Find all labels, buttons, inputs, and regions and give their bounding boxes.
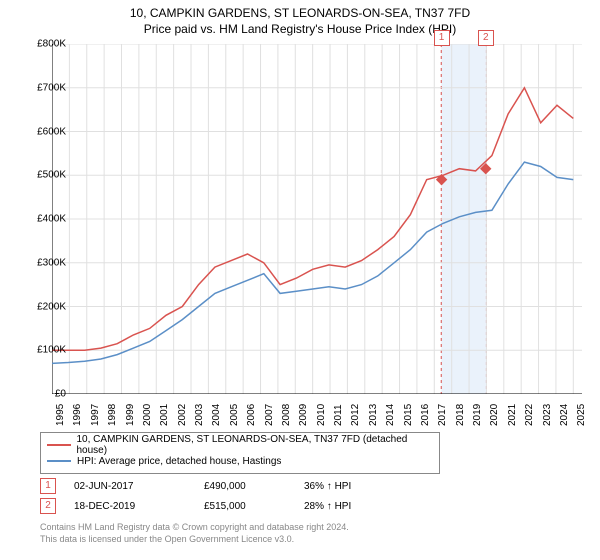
footer-line1: Contains HM Land Registry data © Crown c… bbox=[40, 522, 349, 534]
transaction-date: 18-DEC-2019 bbox=[74, 501, 204, 512]
table-row: 1 02-JUN-2017 £490,000 36% ↑ HPI bbox=[40, 476, 404, 496]
transactions-table: 1 02-JUN-2017 £490,000 36% ↑ HPI 2 18-DE… bbox=[40, 476, 404, 516]
y-tick-label: £200K bbox=[37, 301, 66, 312]
y-tick-label: £800K bbox=[37, 39, 66, 50]
x-tick-label: 2001 bbox=[159, 404, 170, 426]
y-tick-label: £300K bbox=[37, 257, 66, 268]
legend: 10, CAMPKIN GARDENS, ST LEONARDS-ON-SEA,… bbox=[40, 432, 440, 474]
x-tick-label: 2004 bbox=[211, 404, 222, 426]
x-tick-label: 2006 bbox=[246, 404, 257, 426]
y-tick-label: £0 bbox=[55, 389, 66, 400]
x-tick-label: 1997 bbox=[90, 404, 101, 426]
chart-plot-area bbox=[52, 44, 582, 394]
chart-title-address: 10, CAMPKIN GARDENS, ST LEONARDS-ON-SEA,… bbox=[0, 6, 600, 20]
x-tick-label: 2011 bbox=[333, 404, 344, 426]
sale-marker-box: 2 bbox=[478, 30, 494, 46]
transaction-marker-2: 2 bbox=[40, 498, 56, 514]
legend-row-property: 10, CAMPKIN GARDENS, ST LEONARDS-ON-SEA,… bbox=[47, 437, 433, 453]
x-tick-label: 2016 bbox=[420, 404, 431, 426]
transaction-marker-1: 1 bbox=[40, 478, 56, 494]
legend-label-hpi: HPI: Average price, detached house, Hast… bbox=[77, 456, 281, 467]
sale-marker-box: 1 bbox=[434, 30, 450, 46]
x-tick-label: 2002 bbox=[177, 404, 188, 426]
x-tick-label: 2010 bbox=[316, 404, 327, 426]
title-block: 10, CAMPKIN GARDENS, ST LEONARDS-ON-SEA,… bbox=[0, 0, 600, 36]
x-tick-label: 2005 bbox=[229, 404, 240, 426]
x-tick-label: 2013 bbox=[368, 404, 379, 426]
x-tick-label: 2000 bbox=[142, 404, 153, 426]
x-tick-label: 2003 bbox=[194, 404, 205, 426]
x-tick-label: 2012 bbox=[350, 404, 361, 426]
x-tick-label: 2017 bbox=[437, 404, 448, 426]
y-tick-label: £100K bbox=[37, 345, 66, 356]
x-tick-label: 1995 bbox=[55, 404, 66, 426]
x-tick-label: 2025 bbox=[576, 404, 587, 426]
x-tick-label: 2014 bbox=[385, 404, 396, 426]
x-tick-label: 2021 bbox=[507, 404, 518, 426]
x-tick-label: 1999 bbox=[125, 404, 136, 426]
legend-label-property: 10, CAMPKIN GARDENS, ST LEONARDS-ON-SEA,… bbox=[77, 434, 434, 456]
transaction-date: 02-JUN-2017 bbox=[74, 481, 204, 492]
x-tick-label: 1998 bbox=[107, 404, 118, 426]
x-tick-label: 1996 bbox=[72, 404, 83, 426]
x-tick-label: 2024 bbox=[559, 404, 570, 426]
transaction-pct: 28% ↑ HPI bbox=[304, 501, 404, 512]
table-row: 2 18-DEC-2019 £515,000 28% ↑ HPI bbox=[40, 496, 404, 516]
chart-svg bbox=[52, 44, 582, 394]
y-tick-label: £400K bbox=[37, 214, 66, 225]
x-tick-label: 2019 bbox=[472, 404, 483, 426]
x-tick-label: 2018 bbox=[455, 404, 466, 426]
footer-attribution: Contains HM Land Registry data © Crown c… bbox=[40, 522, 349, 545]
chart-subtitle: Price paid vs. HM Land Registry's House … bbox=[0, 22, 600, 36]
chart-container: 10, CAMPKIN GARDENS, ST LEONARDS-ON-SEA,… bbox=[0, 0, 600, 560]
y-tick-label: £600K bbox=[37, 126, 66, 137]
x-tick-label: 2007 bbox=[264, 404, 275, 426]
transaction-price: £490,000 bbox=[204, 481, 304, 492]
x-tick-label: 2020 bbox=[489, 404, 500, 426]
legend-swatch-hpi bbox=[47, 460, 71, 462]
y-tick-label: £700K bbox=[37, 82, 66, 93]
x-tick-label: 2022 bbox=[524, 404, 535, 426]
transaction-price: £515,000 bbox=[204, 501, 304, 512]
x-tick-label: 2023 bbox=[542, 404, 553, 426]
x-tick-label: 2008 bbox=[281, 404, 292, 426]
legend-swatch-property bbox=[47, 444, 71, 446]
x-tick-label: 2009 bbox=[298, 404, 309, 426]
transaction-pct: 36% ↑ HPI bbox=[304, 481, 404, 492]
y-tick-label: £500K bbox=[37, 170, 66, 181]
x-tick-label: 2015 bbox=[403, 404, 414, 426]
footer-line2: This data is licensed under the Open Gov… bbox=[40, 534, 349, 546]
